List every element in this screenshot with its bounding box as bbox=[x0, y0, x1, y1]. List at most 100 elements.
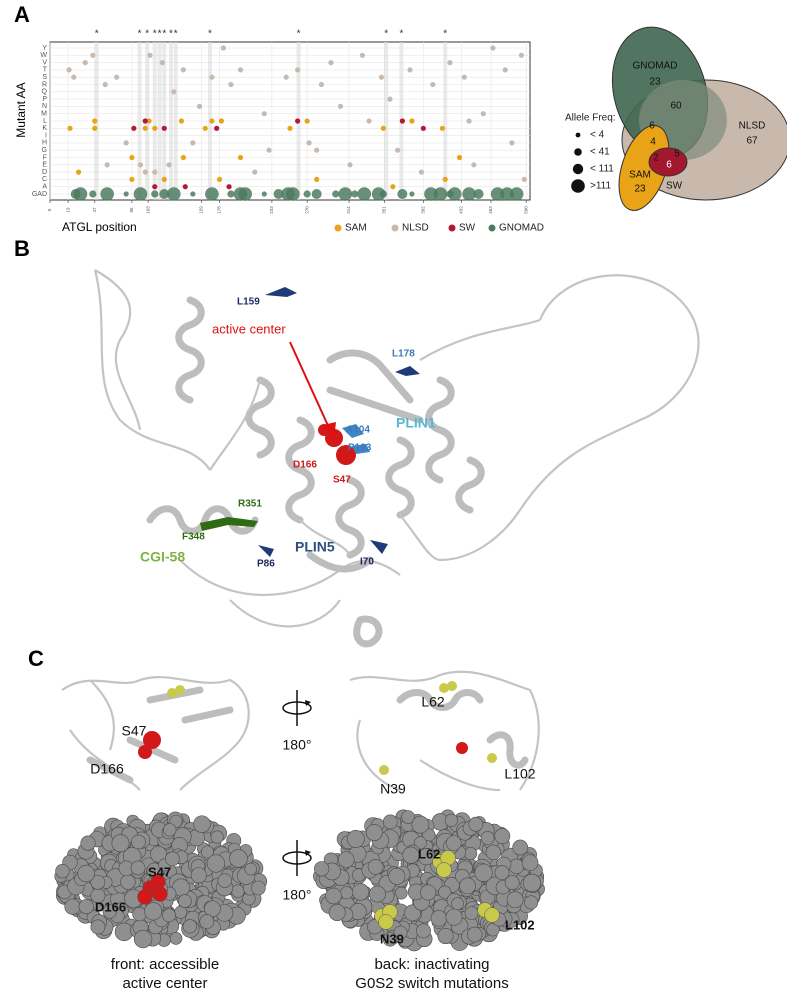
residue-label: S47 bbox=[122, 723, 147, 739]
atom-sphere bbox=[393, 925, 408, 940]
atom-sphere bbox=[64, 898, 81, 915]
point bbox=[220, 45, 226, 51]
size-marker bbox=[575, 132, 581, 138]
point bbox=[266, 147, 272, 153]
y-tick-label: L bbox=[43, 118, 47, 125]
loop bbox=[179, 559, 401, 597]
x-tick-label: 500 bbox=[523, 206, 528, 214]
point bbox=[142, 125, 148, 131]
legend: SAM NLSD SW GNOMAD bbox=[334, 223, 544, 234]
point bbox=[90, 52, 96, 58]
atom-sphere bbox=[524, 895, 539, 910]
residue-sphere bbox=[152, 886, 168, 902]
highlight-band bbox=[137, 42, 142, 200]
y-tick-label: GAD bbox=[32, 191, 47, 198]
point bbox=[159, 60, 165, 66]
point bbox=[380, 125, 386, 131]
atom-sphere bbox=[193, 815, 211, 833]
point bbox=[237, 67, 244, 73]
significance-star: * bbox=[95, 29, 99, 40]
point bbox=[473, 189, 484, 199]
y-axis-label: Mutant AA bbox=[14, 82, 28, 137]
venn-count: 67 bbox=[746, 136, 758, 147]
helix bbox=[396, 689, 529, 769]
point bbox=[500, 187, 514, 201]
venn-label: SW bbox=[666, 181, 683, 192]
loop bbox=[439, 274, 700, 562]
point bbox=[161, 125, 167, 131]
y-tick-label: T bbox=[43, 67, 48, 74]
atom-sphere bbox=[55, 863, 70, 879]
point bbox=[100, 187, 114, 201]
loop bbox=[209, 379, 441, 562]
atom-sphere bbox=[204, 900, 221, 918]
residue-label: L178 bbox=[392, 349, 415, 360]
point bbox=[252, 169, 258, 175]
highlight-band bbox=[168, 42, 173, 200]
rotation-icon bbox=[282, 690, 312, 876]
highlight-band bbox=[443, 42, 448, 200]
loop bbox=[93, 269, 211, 471]
point bbox=[214, 125, 220, 131]
legend-label: < 111 bbox=[590, 164, 614, 175]
residue-label: D166 bbox=[95, 899, 126, 914]
x-tick-label: 270 bbox=[304, 206, 309, 214]
residue-label: N39 bbox=[380, 931, 404, 946]
residue-label: L62 bbox=[418, 846, 440, 861]
helix bbox=[245, 376, 275, 459]
venn-count: 4 bbox=[650, 137, 656, 148]
mutation-site bbox=[439, 683, 449, 693]
x-tick-label: 159 bbox=[199, 206, 204, 214]
ribbon-front bbox=[61, 676, 250, 791]
atom-sphere bbox=[506, 891, 524, 909]
atom-sphere bbox=[494, 828, 511, 845]
point bbox=[104, 162, 110, 168]
point bbox=[378, 74, 385, 80]
atom-sphere bbox=[468, 816, 484, 832]
point bbox=[182, 184, 188, 190]
significance-star: * bbox=[153, 29, 157, 40]
highlight-band bbox=[384, 42, 389, 200]
atom-sphere bbox=[365, 824, 383, 841]
point bbox=[205, 187, 219, 201]
point bbox=[102, 81, 108, 88]
point bbox=[159, 189, 170, 199]
atom-sphere bbox=[388, 867, 406, 885]
point bbox=[456, 154, 463, 161]
rotation-label: 180° bbox=[283, 887, 312, 903]
x-tick-label: 0 bbox=[47, 208, 52, 211]
residue-sphere bbox=[484, 907, 500, 923]
loop bbox=[419, 318, 541, 361]
residue-label: F348 bbox=[182, 532, 205, 543]
venn-label: GNOMAD bbox=[633, 61, 678, 72]
size-marker bbox=[572, 163, 584, 175]
atom-sphere bbox=[210, 830, 224, 844]
x-tick-label: 233 bbox=[269, 206, 274, 214]
atom-sphere bbox=[401, 810, 415, 824]
atom-sphere bbox=[446, 835, 462, 851]
atom-sphere bbox=[190, 867, 207, 884]
size-marker bbox=[574, 148, 582, 156]
residue-label: I70 bbox=[360, 557, 374, 568]
strand bbox=[326, 349, 414, 404]
atom-sphere bbox=[369, 885, 386, 903]
atom-sphere bbox=[438, 885, 452, 899]
legend-label: NLSD bbox=[402, 223, 429, 234]
residue-label: D166 bbox=[293, 460, 317, 471]
atom-sphere bbox=[451, 897, 464, 911]
strand bbox=[326, 386, 424, 424]
point bbox=[131, 125, 137, 131]
atom-sphere bbox=[494, 865, 510, 880]
venn-count: 6 bbox=[666, 160, 672, 171]
point bbox=[295, 67, 301, 73]
atom-sphere bbox=[474, 863, 493, 882]
point bbox=[471, 162, 477, 168]
atom-sphere bbox=[340, 886, 354, 900]
x-tick-label: 103 bbox=[145, 206, 150, 214]
atom-sphere bbox=[394, 886, 408, 900]
point bbox=[407, 67, 413, 73]
legend-marker bbox=[448, 224, 456, 232]
venn-diagram: GNOMAD 23 NLSD 67 60 6 4 SAM 23 2 5 6 SW bbox=[611, 26, 787, 211]
point bbox=[92, 118, 98, 124]
point bbox=[390, 184, 396, 190]
